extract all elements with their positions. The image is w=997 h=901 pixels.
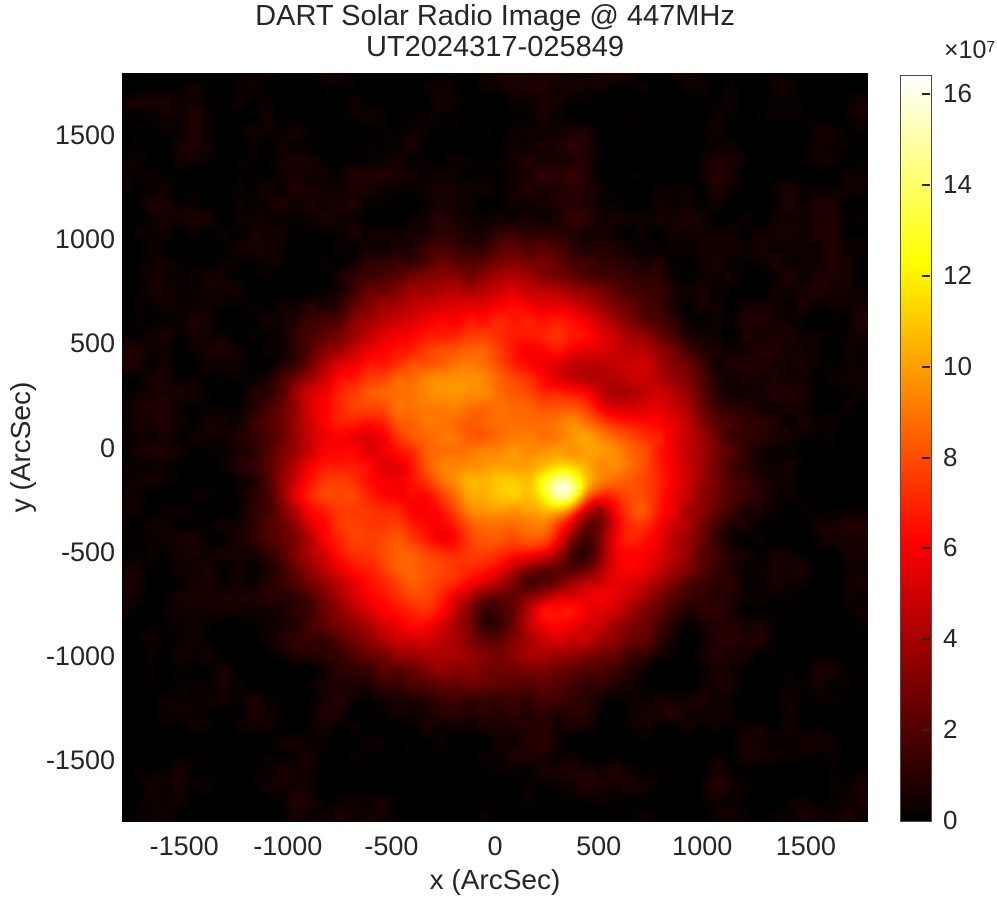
x-tick-label: 0 [487, 831, 503, 861]
x-tick-label: -1000 [253, 831, 323, 861]
colorbar-tick-mark [922, 93, 930, 96]
colorbar-tick-label: 16 [943, 78, 972, 109]
title-line2: UT2024317-025849 [366, 31, 624, 63]
x-tick-label: 1500 [775, 831, 836, 861]
colorbar-tick-label: 14 [943, 169, 972, 200]
y-tick-label: -1500 [45, 744, 115, 775]
y-tick-label: -1000 [45, 640, 115, 671]
y-tick-label: 0 [99, 432, 115, 463]
colorbar-tick-label: 4 [943, 623, 958, 654]
colorbar-tick-label: 2 [943, 714, 958, 745]
y-tick-label: -500 [60, 536, 115, 567]
colorbar-tick-mark [922, 638, 930, 641]
solar-radio-heatmap [122, 73, 868, 822]
colorbar-tick-label: 12 [943, 259, 972, 290]
colorbar-tick-label: 10 [943, 350, 972, 381]
x-tick-label: -1500 [149, 831, 219, 861]
colorbar-tick-mark [922, 547, 930, 550]
figure-title: DART Solar Radio Image @ 447MHz UT202431… [122, 1, 868, 63]
x-tick-label: -500 [364, 831, 419, 861]
colorbar-multiplier: ×107 [933, 36, 995, 65]
colorbar-tick-mark [922, 365, 930, 368]
x-tick-label: 1000 [672, 831, 733, 861]
colorbar-tick-mark [922, 274, 930, 277]
colorbar [900, 75, 932, 822]
colorbar-tick-mark [922, 184, 930, 187]
x-axis-label: x (ArcSec) [429, 864, 561, 895]
y-tick-label: 1000 [54, 224, 115, 255]
colorbar-tick-mark [922, 729, 930, 732]
colorbar-gradient [901, 76, 931, 821]
colorbar-tick-label: 8 [943, 441, 958, 472]
multiplier-exponent: 7 [986, 39, 995, 56]
y-tick-label: 1500 [54, 120, 115, 151]
colorbar-tick-mark [922, 456, 930, 459]
colorbar-tick-label: 0 [943, 805, 958, 835]
title-line1: DART Solar Radio Image @ 447MHz [255, 0, 735, 32]
y-tick-label: 500 [69, 328, 115, 359]
multiplier-base: ×10 [943, 36, 987, 64]
x-tick-label: 500 [576, 831, 622, 861]
y-axis-label: y (ArcSec) [5, 381, 36, 513]
colorbar-tick-label: 6 [943, 532, 958, 563]
